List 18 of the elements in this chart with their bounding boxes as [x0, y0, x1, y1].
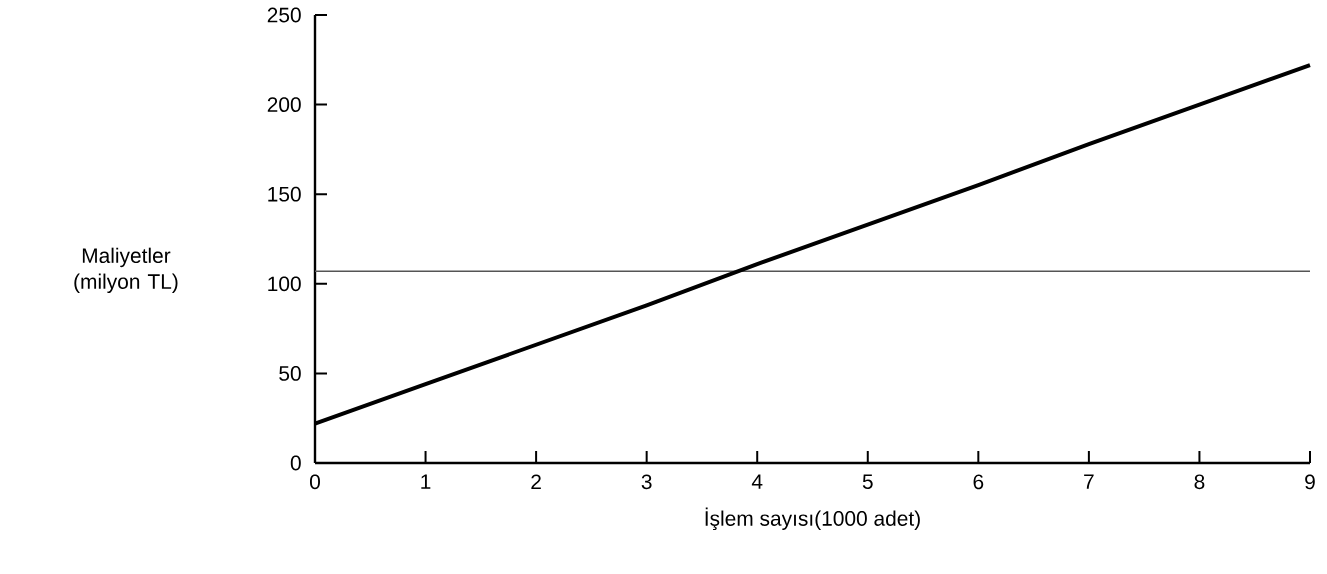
x-tick-label: 7	[1084, 474, 1094, 489]
x-tick-label: 4	[751, 474, 763, 489]
y-tick-label: 200	[267, 97, 301, 113]
x-tick-label: 9	[1305, 474, 1315, 490]
y-tick-label: 100	[268, 276, 301, 292]
x-tick-label: 0	[309, 474, 320, 490]
x-tick-label: 6	[973, 474, 984, 490]
y-axis-title: Maliyetler (milyon TL)	[74, 247, 178, 294]
x-tick-label: 5	[862, 474, 873, 489]
x-tick-label: 1	[421, 474, 431, 489]
x-axis-title: İşlem sayısı(1000 adet)	[705, 507, 920, 531]
x-tick-label: 2	[531, 474, 541, 489]
x-tick-label: 8	[1194, 474, 1205, 490]
y-tick-label: 0	[290, 455, 301, 471]
y-tick-label: 250	[267, 7, 301, 23]
y-tick-label: 150	[268, 186, 301, 202]
y-tick-label: 50	[279, 366, 301, 381]
x-tick-label: 3	[641, 474, 652, 490]
